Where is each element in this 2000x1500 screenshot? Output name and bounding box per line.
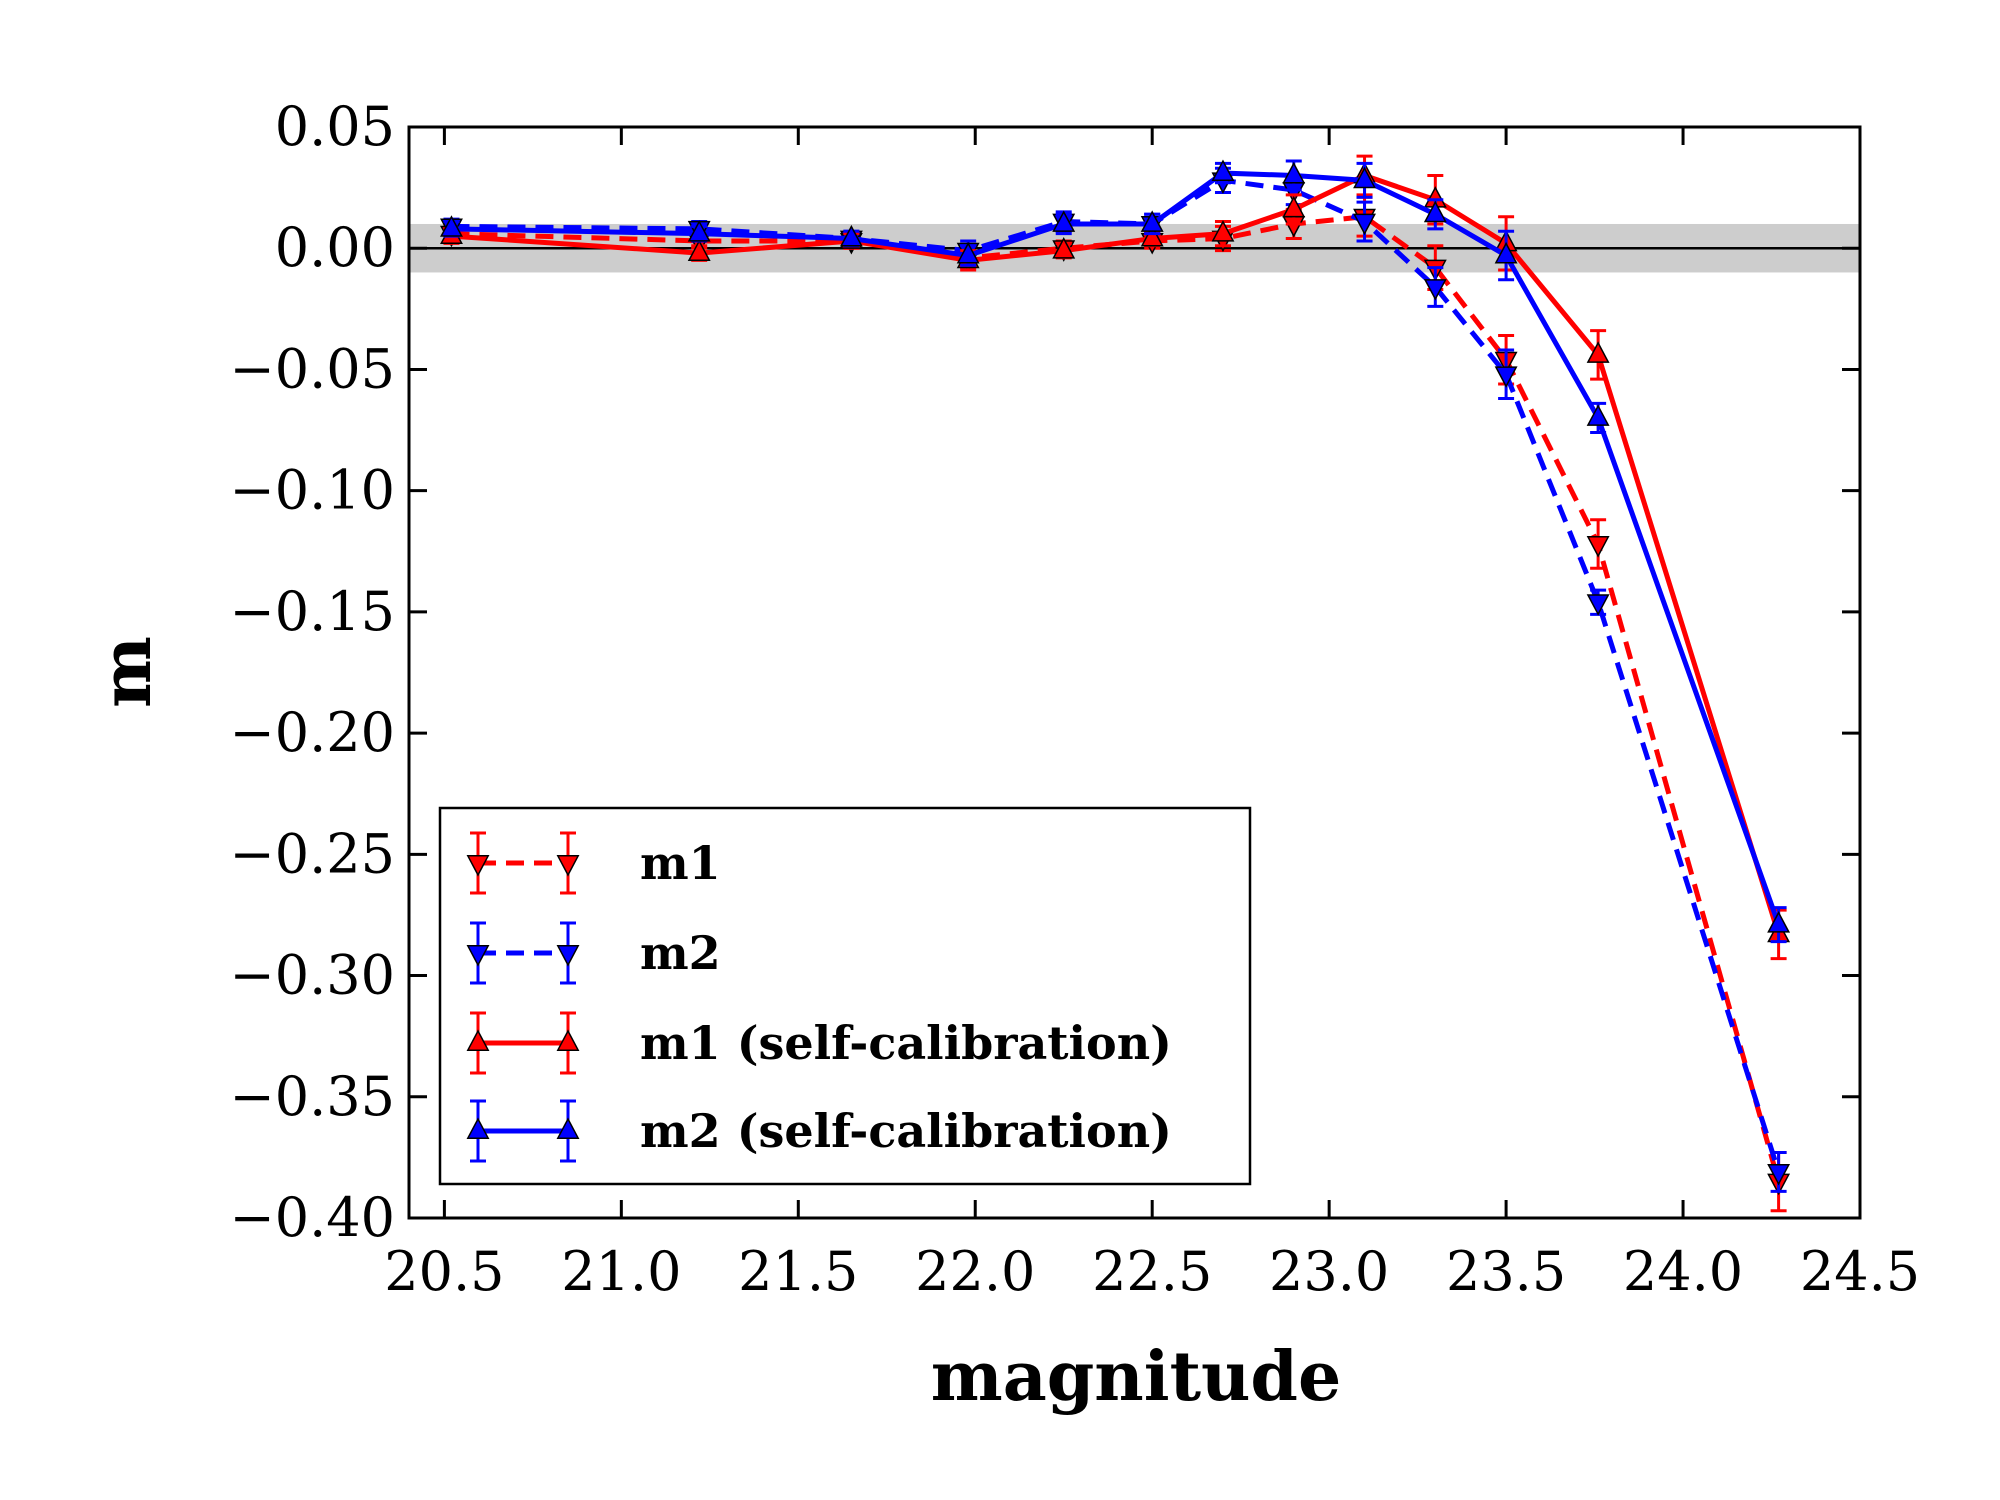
legend-marker [466,1117,490,1139]
data-point [1282,161,1306,184]
data-point [687,220,711,242]
x-tick-label: 21.0 [561,1240,681,1303]
series-group [440,154,1791,1213]
plot-frame [407,125,1862,1220]
y-tick-label: −0.35 [230,1065,395,1128]
x-tick-label: 24.5 [1800,1240,1920,1303]
y-tick-label: −0.15 [230,580,395,643]
data-point [1586,536,1610,558]
x-tick-label: 21.5 [738,1240,858,1303]
x-tick-label: 22.0 [915,1240,1035,1303]
data-point [1423,279,1447,301]
legend-entries: m1 m2 m1 (self-calibration) m2 (self-calibr… [466,831,1172,1163]
data-point [1211,159,1235,182]
data-point [1140,210,1164,232]
legend-marker [466,855,490,877]
data-point [1586,404,1610,426]
data-point [1211,220,1235,242]
data-point [1494,241,1518,264]
y-tick-label: −0.30 [230,944,395,1007]
y-tick-label: 0.00 [275,216,395,279]
legend-box [438,806,1252,1186]
series-m2-self-calibration- [440,159,1791,944]
data-point [440,215,463,237]
data-point [1052,210,1076,232]
legend-label: m1 (self-calibration) [640,1016,1172,1070]
y-tick-label: 0.05 [275,95,395,158]
legend-marker [556,945,580,967]
data-point [1767,911,1791,933]
x-tick-label: 24.0 [1623,1240,1743,1303]
data-point [1586,341,1610,363]
data-point [956,241,980,264]
legend-label: m2 (self-calibration) [640,1104,1172,1158]
data-point [1353,213,1376,236]
data-point [1052,237,1076,259]
data-point [1282,195,1306,218]
x-tick-label: 23.5 [1446,1240,1566,1303]
y-tick-label: −0.25 [230,822,395,885]
data-point [1767,1163,1791,1186]
legend-entry: m1 [466,831,721,895]
legend-marker [466,945,490,967]
y-tick-label: −0.05 [230,337,395,400]
data-point [1353,166,1376,189]
legend: m1 m2 m1 (self-calibration) m2 (self-calibr… [438,806,1252,1186]
x-axis-label: magnitude [931,1337,1342,1417]
legend-label: m2 [640,926,721,980]
legend-entry: m2 (self-calibration) [466,1099,1172,1163]
axis-ticks: 20.5 21.0 21.5 22.0 22.5 23.0 23.5 24.0 24.5 0.05… [230,95,1921,1303]
y-tick-label: −0.20 [230,701,395,764]
x-tick-label: 23.0 [1269,1240,1389,1303]
y-tick-label: −0.10 [230,459,395,522]
x-tick-label: 20.5 [384,1240,504,1303]
data-point [1423,200,1447,223]
legend-entry: m2 [466,921,721,985]
legend-label: m1 [640,836,721,890]
legend-marker [556,1029,580,1051]
legend-entry: m1 (self-calibration) [466,1011,1172,1075]
data-point [1494,366,1518,388]
legend-marker [556,855,580,877]
y-axis-label: m [87,636,167,708]
legend-marker [556,1117,580,1139]
legend-marker [466,1029,490,1051]
data-point [687,239,711,262]
y-tick-label: −0.40 [230,1186,395,1249]
x-tick-label: 22.5 [1092,1240,1212,1303]
data-point [1586,594,1610,616]
data-point [1140,224,1164,247]
data-point [839,224,863,247]
